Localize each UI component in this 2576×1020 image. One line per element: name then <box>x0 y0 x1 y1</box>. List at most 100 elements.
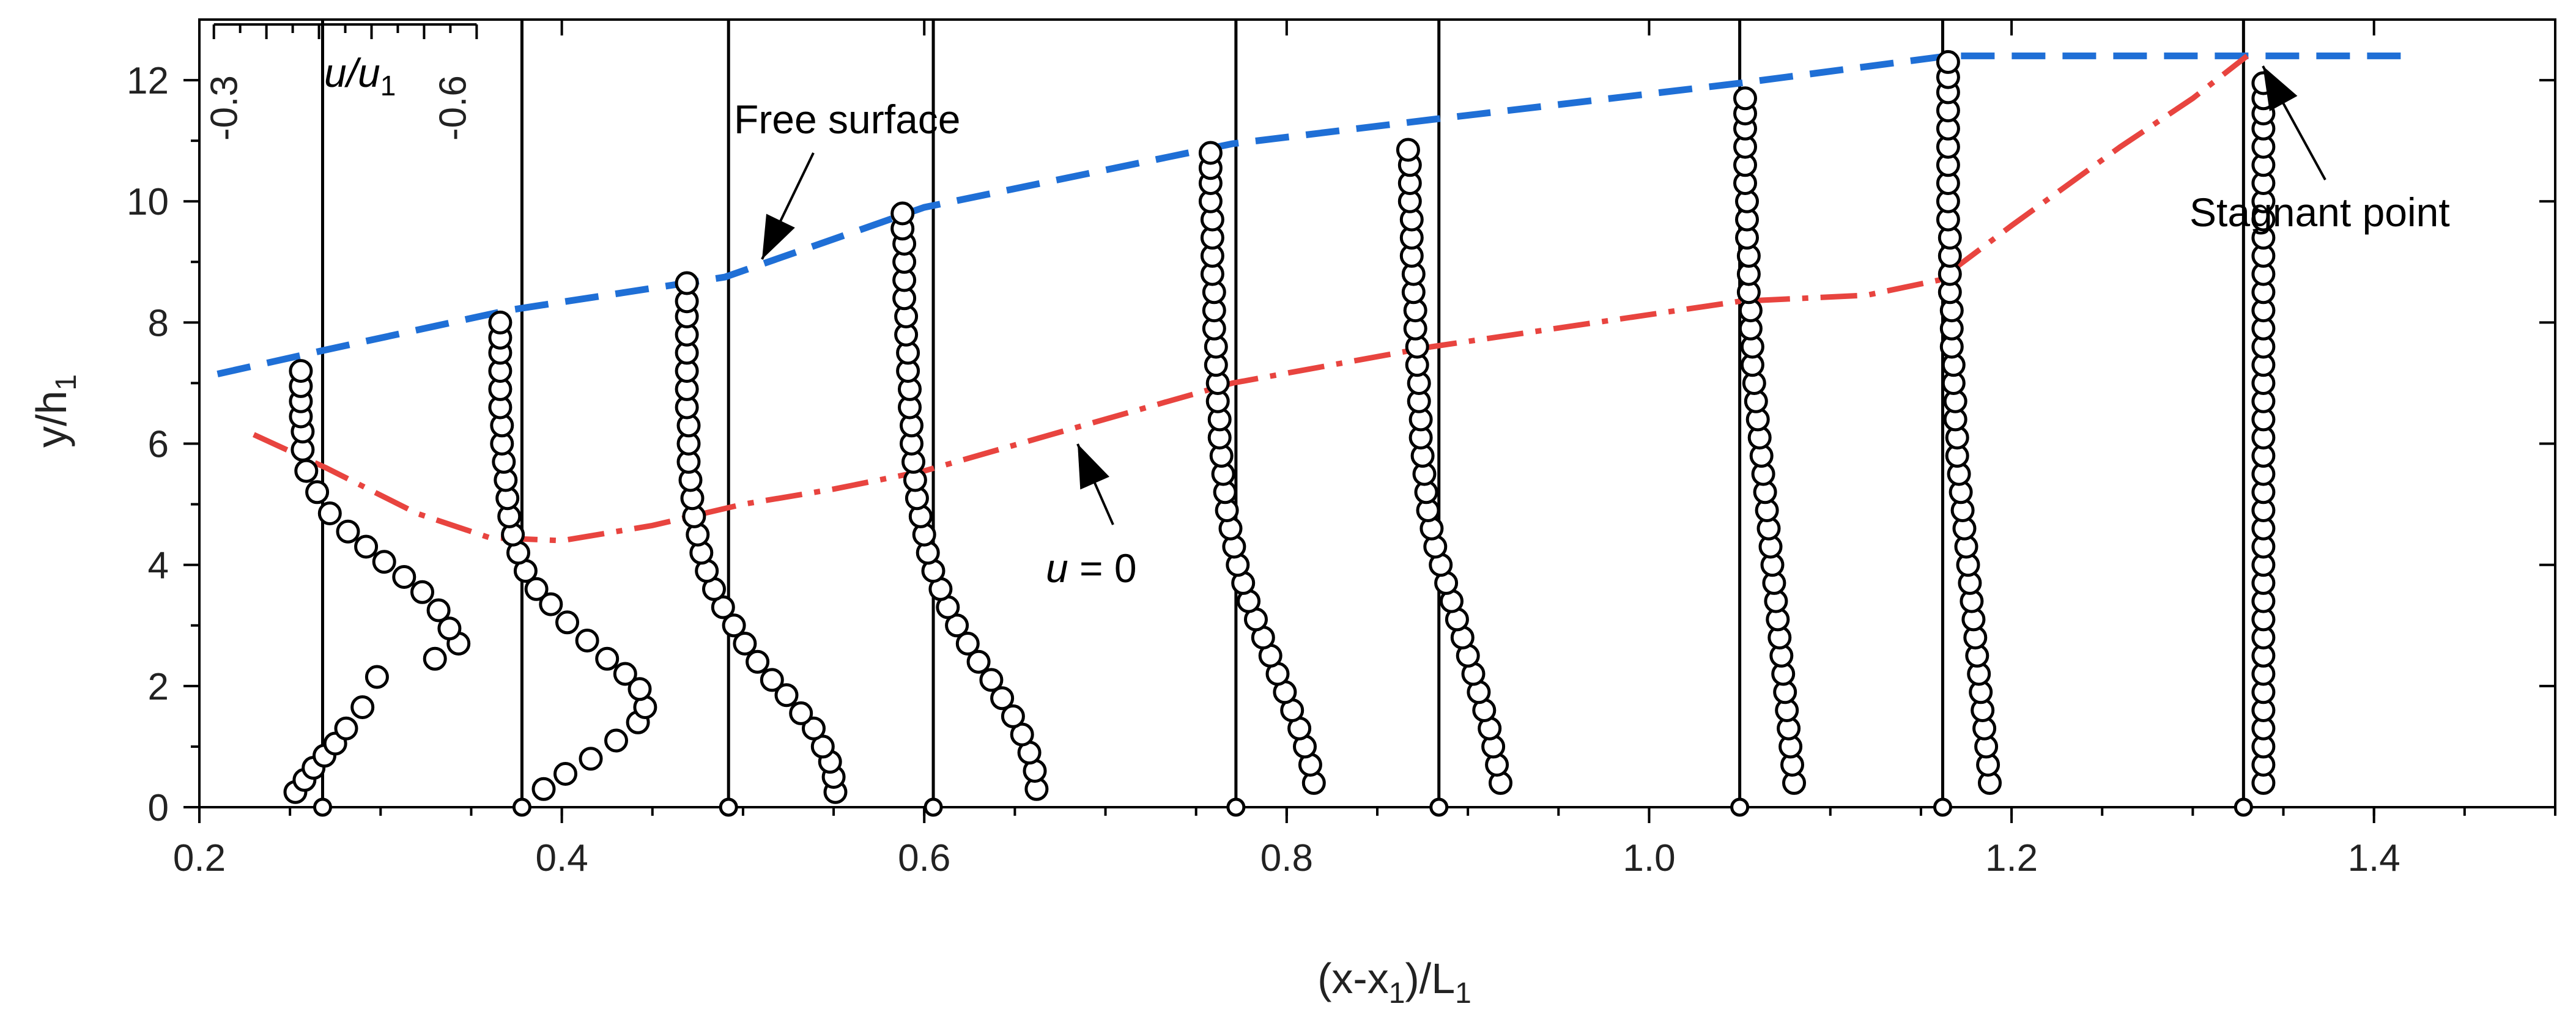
profile-point <box>336 519 360 544</box>
profile-point <box>627 677 652 701</box>
free-surface-line <box>217 52 2410 377</box>
profile-point <box>410 580 434 604</box>
velocity-profile-points <box>283 50 2276 804</box>
y-tick-label: 8 <box>148 302 169 344</box>
x-tick-label: 1.0 <box>1623 837 1675 879</box>
profile-point <box>1396 138 1420 162</box>
y-tick-label: 6 <box>148 424 169 466</box>
profile-point <box>802 716 826 741</box>
axis-ticks: 0.2 0.4 0.6 0.8 1.0 1.2 1.4 0 2 4 6 8 10 12 <box>127 20 2556 879</box>
zero-velocity-label-var: u <box>1046 545 1068 591</box>
profile-point <box>1198 141 1223 165</box>
free-surface-arrow-head <box>762 213 795 259</box>
profile-point <box>289 359 313 383</box>
y-tick-label: 2 <box>148 666 169 708</box>
profile-point <box>604 728 628 753</box>
profile-point <box>334 716 358 741</box>
station-zero-marker <box>719 797 738 817</box>
profile-point <box>711 595 735 619</box>
y-tick-label: 4 <box>148 545 169 587</box>
profile-point <box>810 734 835 759</box>
profile-point <box>945 613 969 638</box>
y-tick-label: 10 <box>127 181 169 223</box>
station-zero-marker <box>923 797 943 817</box>
profile-point <box>746 649 770 674</box>
y-tick-label: 12 <box>127 60 169 102</box>
x-tick-label: 0.4 <box>536 837 588 879</box>
station-zero-marker <box>512 797 531 817</box>
station-zero-marker <box>313 797 332 817</box>
x-tick-label: 0.8 <box>1260 837 1313 879</box>
profile-point <box>722 613 746 638</box>
reference-curves <box>217 52 2410 544</box>
profile-point <box>524 577 549 601</box>
velocity-scale-bar: -0.3 -0.6 <box>204 23 478 141</box>
profile-point <box>789 701 813 725</box>
profile-point <box>990 686 1015 711</box>
profile-point <box>539 592 563 616</box>
y-axis-title-sub: 1 <box>50 374 83 391</box>
profile-point <box>595 646 620 671</box>
velocity-scale-title-base: u/u <box>324 50 380 95</box>
x-axis-title: (x-x1)/L1 <box>1317 955 1471 1010</box>
profile-point <box>553 762 577 786</box>
profile-point <box>760 668 784 692</box>
profile-point <box>774 683 799 708</box>
free-surface-label: Free surface <box>734 97 960 142</box>
profile-point <box>1936 50 1960 74</box>
profile-point <box>1010 722 1034 747</box>
profile-point <box>437 616 462 641</box>
station-zero-marker <box>1730 797 1750 817</box>
profile-point <box>350 695 375 719</box>
profile-point <box>294 459 319 483</box>
velocity-scale-title: u/u1 <box>324 50 396 102</box>
stagnant-point-arrow-head <box>2263 66 2298 111</box>
x-tick-label: 1.2 <box>1985 837 2038 879</box>
profile-point <box>365 665 389 689</box>
zero-velocity-line <box>253 53 2249 544</box>
x-axis-title-base: (x-x <box>1317 955 1389 1002</box>
stagnant-point-label: Stagnant point <box>2189 190 2450 235</box>
x-tick-label: 1.4 <box>2348 837 2400 879</box>
profile-point <box>555 610 579 635</box>
station-zero-marker <box>1429 797 1449 817</box>
profile-point <box>426 598 451 623</box>
annotations <box>761 65 2326 525</box>
velocity-scale-title-sub: 1 <box>380 70 396 102</box>
plot-frame <box>198 18 2556 808</box>
x-axis-title-mid: )/L <box>1405 955 1455 1002</box>
station-zero-marker <box>1226 797 1246 817</box>
x-tick-label: 0.2 <box>173 837 226 879</box>
profile-point <box>733 632 757 656</box>
y-axis-title-base: y/h <box>28 391 75 448</box>
velocity-scale-label: -0.6 <box>432 75 474 141</box>
profile-point <box>575 629 599 652</box>
profile-point <box>372 550 396 574</box>
profile-point <box>1001 704 1025 728</box>
profile-point <box>423 646 447 671</box>
zero-velocity-label-rest: = 0 <box>1068 545 1137 591</box>
profile-point <box>579 747 603 771</box>
profile-point <box>317 501 342 525</box>
profile-point <box>392 565 416 589</box>
x-axis-title-sub1: 1 <box>1389 977 1405 1010</box>
profile-point <box>979 668 1004 692</box>
profile-point <box>613 662 637 686</box>
profile-point <box>531 777 556 801</box>
y-axis-title: y/h1 <box>28 374 83 448</box>
x-axis-title-sub2: 1 <box>1455 977 1471 1010</box>
y-tick-label: 0 <box>148 787 169 829</box>
station-zero-marker <box>2234 797 2253 817</box>
station-zero-marker <box>1933 797 1952 817</box>
profile-point <box>966 649 991 674</box>
profile-point <box>1733 86 1757 111</box>
profile-point <box>955 632 980 656</box>
profile-point <box>354 534 379 559</box>
x-tick-label: 0.6 <box>898 837 950 879</box>
profile-point <box>890 201 915 226</box>
profile-point <box>675 271 699 295</box>
zero-velocity-arrow-head <box>1078 444 1109 490</box>
profile-point <box>305 480 330 504</box>
profile-point <box>488 310 513 334</box>
